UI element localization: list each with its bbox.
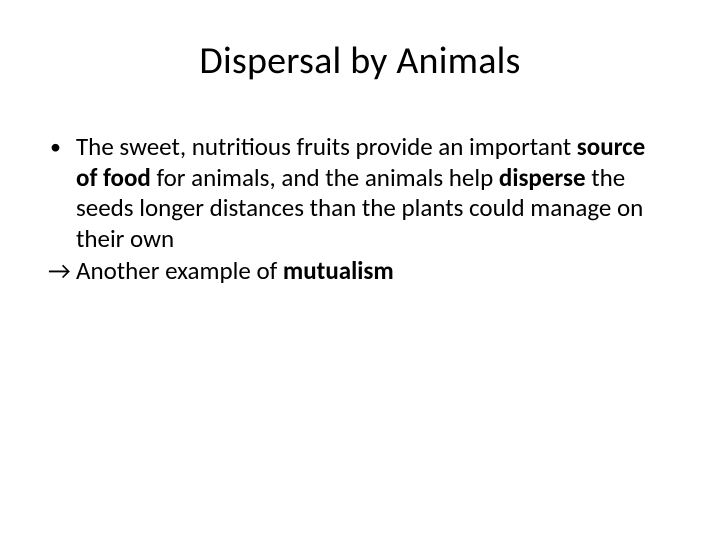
arrow-seg1: Another example of [76, 255, 283, 286]
bullet-seg1: The sweet, nutritious fruits provide an … [76, 131, 577, 162]
slide-body: • The sweet, nutritious fruits provide a… [48, 132, 672, 287]
bullet-item: • The sweet, nutritious fruits provide a… [48, 132, 672, 254]
arrow-bold1: mutualism [283, 255, 394, 286]
slide-title: Dispersal by Animals [48, 38, 672, 84]
bullet-text: The sweet, nutritious fruits provide an … [76, 132, 672, 254]
arrow-text: Another example of mutualism [76, 256, 672, 287]
slide: Dispersal by Animals • The sweet, nutrit… [0, 0, 720, 540]
bullet-marker-icon: • [48, 132, 76, 162]
arrow-icon: → [48, 256, 76, 287]
bullet-bold2: disperse [499, 162, 591, 193]
bullet-seg2: for animals, and the animals help [156, 162, 498, 193]
arrow-item: → Another example of mutualism [48, 256, 672, 287]
